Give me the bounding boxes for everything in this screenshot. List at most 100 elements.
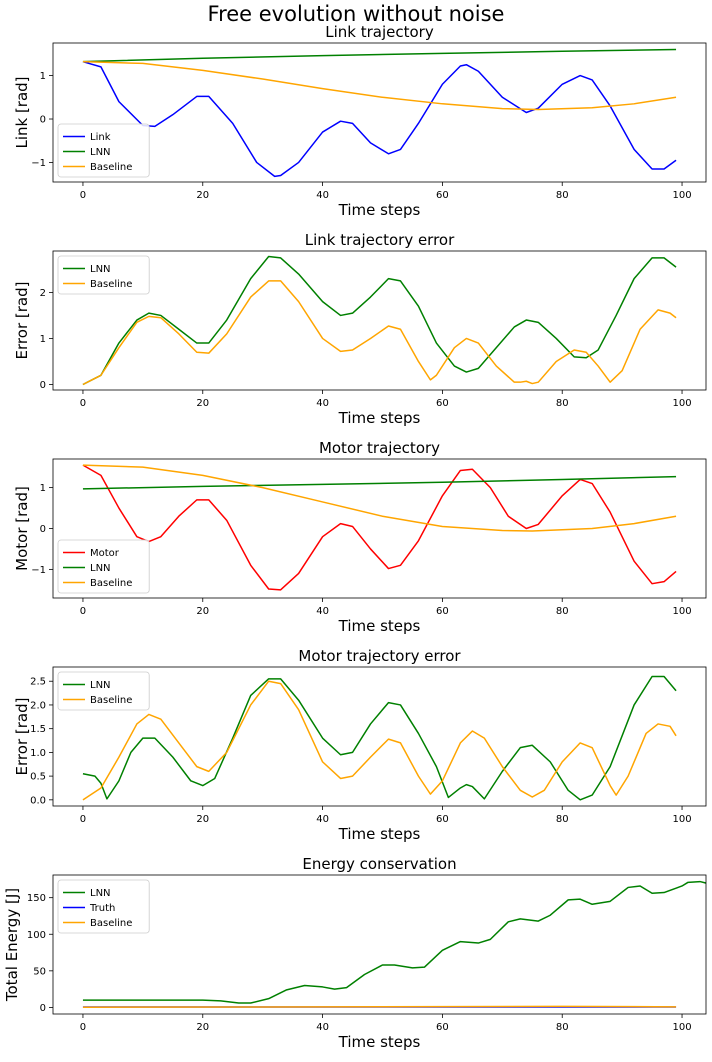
series-line-link	[82, 60, 677, 178]
legend-label: LNN	[90, 888, 111, 899]
legend-label: Baseline	[90, 162, 132, 173]
y-tick-label: 0.0	[30, 795, 46, 806]
chart-panel-4: 0 20 40 60 80 100 0.0 0.5 1.0 1.5 2.0 2.5 Motor traj…	[13, 647, 707, 843]
x-tick-label: 60	[436, 606, 449, 617]
axes-frame	[52, 42, 707, 183]
legend: LNN Truth Baseline	[57, 879, 150, 934]
y-tick-label: 2.5	[30, 677, 46, 688]
x-tick-label: 40	[316, 190, 329, 201]
x-tick-label: 40	[316, 606, 329, 617]
figure-title: Free evolution without noise	[207, 2, 505, 26]
x-tick-label: 0	[80, 1022, 86, 1033]
x-tick-label: 0	[80, 190, 86, 201]
chart-title: Motor trajectory	[319, 439, 440, 457]
x-axis-label: Time steps	[338, 825, 421, 843]
x-tick-label: 80	[556, 398, 569, 409]
series-line-lnn	[82, 675, 677, 801]
legend: LNN Baseline	[57, 671, 150, 711]
y-axis-label: Link [rad]	[13, 76, 31, 148]
chart-title: Motor trajectory error	[298, 647, 461, 665]
legend-label: Baseline	[90, 279, 132, 290]
y-tick-label: 100	[27, 930, 46, 941]
chart-title: Energy conservation	[302, 855, 456, 873]
y-tick-label: 0	[40, 115, 46, 126]
legend-label: Truth	[89, 903, 115, 914]
series-line-lnn	[82, 880, 706, 1004]
x-tick-label: 0	[80, 606, 86, 617]
legend-label: LNN	[90, 147, 111, 158]
x-axis-label: Time steps	[338, 617, 421, 635]
y-tick-label: 1.5	[30, 724, 46, 735]
x-tick-label: 100	[672, 606, 691, 617]
y-tick-label: 0	[40, 524, 46, 535]
y-tick-label: 1	[40, 483, 46, 494]
axes-frame	[52, 874, 707, 1015]
series-line-baseline	[82, 1005, 677, 1008]
chart-panel-2: 0 20 40 60 80 100 0 1 2 Link trajectory error Time…	[13, 231, 707, 427]
axes-frame	[52, 458, 707, 599]
series-line-lnn	[82, 475, 677, 490]
x-axis-label: Time steps	[338, 1033, 421, 1051]
y-tick-label: 2.0	[30, 700, 46, 711]
series-line-baseline	[82, 680, 677, 801]
y-tick-label: 50	[33, 966, 46, 977]
y-tick-label: 1.0	[30, 748, 46, 759]
x-tick-label: 60	[436, 1022, 449, 1033]
series-line-baseline	[82, 60, 677, 111]
x-tick-label: 20	[196, 1022, 209, 1033]
y-tick-label: 150	[27, 893, 46, 904]
y-axis-label: Motor [rad]	[13, 486, 31, 571]
chart-title: Link trajectory error	[305, 231, 455, 249]
series-line-lnn	[82, 255, 677, 386]
legend-label: Baseline	[90, 578, 132, 589]
legend: Link LNN Baseline	[57, 123, 150, 178]
x-tick-label: 60	[436, 190, 449, 201]
x-tick-label: 80	[556, 1022, 569, 1033]
x-tick-label: 40	[316, 814, 329, 825]
legend-box	[57, 671, 150, 711]
legend-label: LNN	[90, 264, 111, 275]
x-tick-label: 40	[316, 398, 329, 409]
x-tick-label: 20	[196, 606, 209, 617]
y-tick-label: 1	[40, 71, 46, 82]
chart-panel-3: 0 20 40 60 80 100 −1 0 1 Motor trajectory Time ste…	[13, 439, 707, 635]
legend-label: Link	[90, 132, 111, 143]
y-tick-label: −1	[31, 158, 46, 169]
chart-panel-1: 0 20 40 60 80 100 −1 0 1 Link trajectory Time step…	[13, 23, 707, 219]
x-tick-label: 100	[672, 398, 691, 409]
series-line-baseline	[82, 464, 677, 532]
y-axis-label: Total Energy [J]	[3, 888, 21, 1002]
series-line-baseline	[82, 280, 677, 386]
legend-box	[57, 255, 150, 295]
y-axis-label: Error [rad]	[13, 698, 31, 776]
legend-label: LNN	[90, 563, 111, 574]
x-tick-label: 100	[672, 1022, 691, 1033]
legend-label: Motor	[90, 548, 120, 559]
x-tick-label: 40	[316, 1022, 329, 1033]
y-tick-label: 0	[40, 1003, 46, 1014]
x-tick-label: 80	[556, 606, 569, 617]
y-tick-label: 0.5	[30, 772, 46, 783]
series-line-motor	[82, 464, 677, 591]
legend-label: Baseline	[90, 918, 132, 929]
axes-frame	[52, 666, 707, 807]
x-tick-label: 100	[672, 190, 691, 201]
x-tick-label: 80	[556, 814, 569, 825]
legend-label: LNN	[90, 680, 111, 691]
x-tick-label: 20	[196, 814, 209, 825]
x-tick-label: 20	[196, 398, 209, 409]
x-tick-label: 0	[80, 398, 86, 409]
x-tick-label: 20	[196, 190, 209, 201]
y-axis-label: Error [rad]	[13, 282, 31, 360]
x-tick-label: 0	[80, 814, 86, 825]
chart-title: Link trajectory	[325, 23, 434, 41]
x-tick-label: 80	[556, 190, 569, 201]
x-tick-label: 60	[436, 814, 449, 825]
chart-panel-5: 0 20 40 60 80 100 0 50 100 150 Energy conservation…	[3, 855, 707, 1051]
y-tick-label: 2	[40, 288, 46, 299]
series-line-lnn	[82, 48, 677, 63]
legend-label: Baseline	[90, 695, 132, 706]
axes-frame	[52, 250, 707, 391]
legend: LNN Baseline	[57, 255, 150, 295]
